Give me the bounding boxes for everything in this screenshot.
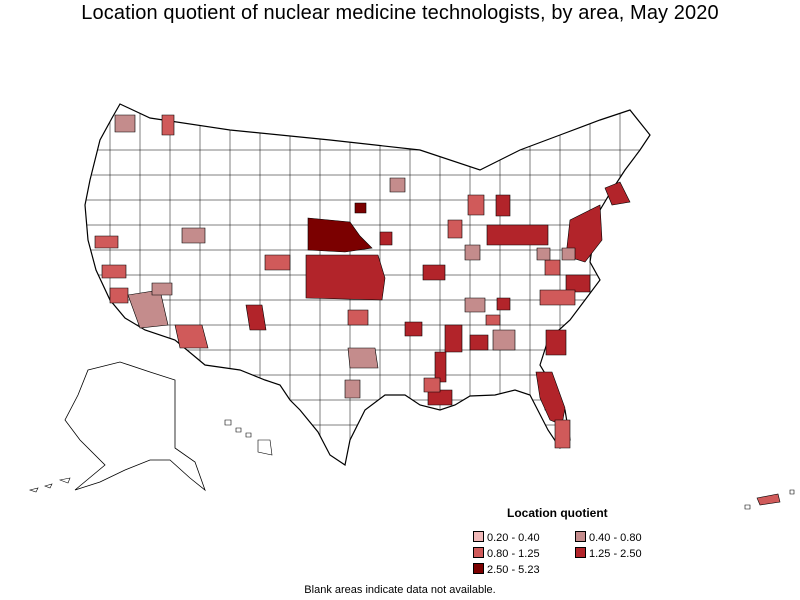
legend-item-5: 2.50 - 5.23 — [473, 563, 540, 577]
legend-swatch — [473, 563, 484, 574]
area-california-south — [109, 287, 129, 304]
area-carolina — [545, 329, 567, 356]
area-nebraska — [307, 217, 373, 253]
area-iowa — [379, 231, 393, 246]
area-virgin-islands — [756, 493, 781, 506]
area-utah — [181, 227, 206, 244]
shaded-areas — [94, 114, 781, 506]
legend: 0.20 - 0.40 0.40 - 0.80 0.80 - 1.25 1.25… — [473, 531, 673, 579]
area-sd-small — [354, 202, 367, 214]
area-alabama — [423, 377, 441, 393]
area-illinois — [464, 244, 481, 261]
area-mississippi — [434, 351, 447, 383]
area-missouri — [422, 264, 446, 281]
area-virginia-west — [561, 247, 576, 261]
legend-swatch — [575, 547, 586, 558]
area-minnesota — [389, 177, 406, 193]
footnote: Blank areas indicate data not available. — [304, 584, 496, 596]
alaska-outline — [64, 361, 206, 492]
area-new-england — [604, 181, 631, 206]
area-kentucky — [496, 297, 511, 311]
area-wv — [536, 247, 551, 261]
legend-swatch — [473, 547, 484, 558]
area-texas-central — [347, 347, 379, 369]
area-washington-east — [161, 114, 175, 136]
legend-item-3: 0.80 - 1.25 — [473, 547, 540, 561]
area-arkansas — [444, 324, 463, 353]
area-pennsylvania — [544, 259, 561, 276]
legend-swatch — [473, 531, 484, 542]
legend-title: Location quotient — [507, 506, 608, 520]
area-florida — [535, 371, 566, 426]
area-texas-south — [344, 379, 361, 399]
area-texas-north — [347, 309, 369, 326]
area-oregon — [114, 114, 136, 133]
legend-item-4: 1.25 - 2.50 — [575, 547, 642, 561]
area-florida-sw — [554, 419, 571, 449]
area-virginia — [565, 274, 591, 293]
pacific-islands — [744, 489, 795, 510]
area-michigan — [495, 194, 511, 217]
area-california-central — [101, 264, 127, 279]
area-az-north — [151, 282, 173, 296]
area-tennessee-east — [464, 297, 486, 313]
area-georgia-north — [492, 329, 516, 351]
area-wisconsin — [467, 194, 485, 216]
area-colorado — [264, 254, 291, 271]
area-kansas — [305, 254, 386, 301]
area-nevada-az — [127, 289, 169, 329]
area-georgia — [485, 314, 501, 326]
area-louisiana — [427, 389, 453, 406]
area-arizona-south — [174, 324, 209, 349]
aleutian-islands — [28, 477, 71, 493]
area-tennessee — [469, 334, 489, 351]
legend-swatch — [575, 531, 586, 542]
legend-item-2: 0.40 - 0.80 — [575, 531, 642, 545]
area-california-north — [94, 235, 119, 249]
area-nc-central — [539, 289, 576, 306]
legend-item-1: 0.20 - 0.40 — [473, 531, 540, 545]
area-new-mexico — [245, 304, 267, 331]
map-title: Location quotient of nuclear medicine te… — [81, 2, 719, 24]
hawaii-islands — [224, 419, 273, 456]
area-indiana — [447, 219, 463, 239]
area-ohio-valley — [486, 224, 549, 246]
area-oklahoma — [404, 321, 423, 337]
